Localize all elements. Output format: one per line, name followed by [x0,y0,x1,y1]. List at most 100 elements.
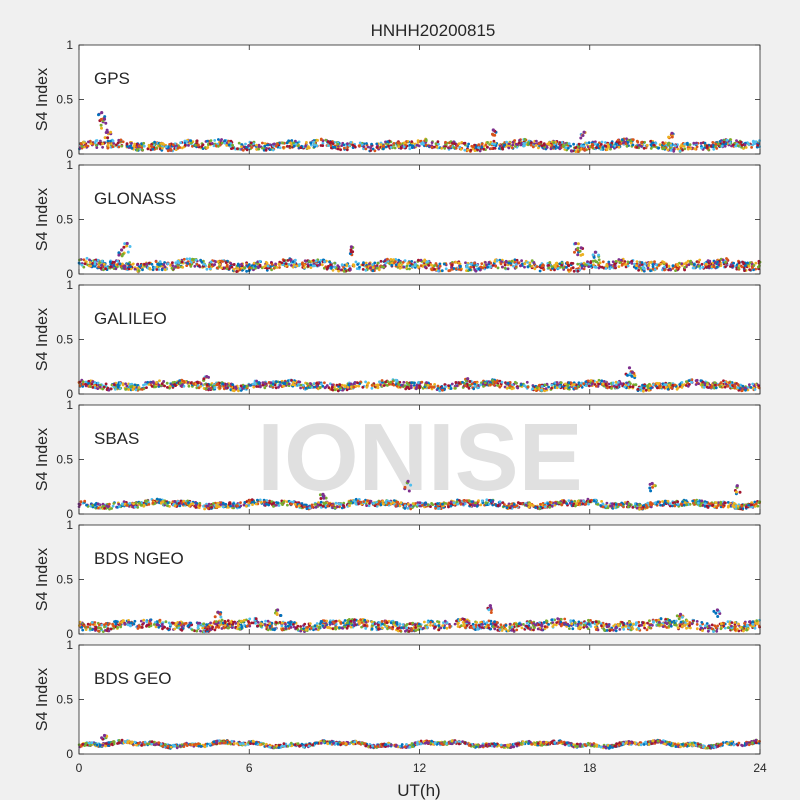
data-point [569,144,572,148]
data-point [701,265,705,269]
plot-area-galileo [79,285,760,394]
data-point [740,389,744,392]
data-point [408,147,412,151]
data-point [753,142,756,146]
data-point [148,266,152,270]
data-point [394,378,398,382]
data-point [306,145,310,149]
data-point [380,379,384,382]
data-point [147,261,151,265]
data-point [282,259,286,262]
data-point [121,383,125,387]
data-point [468,268,472,272]
data-point [150,144,153,148]
data-point [435,145,439,149]
data-point [127,388,130,391]
data-point [678,149,682,153]
data-point-spike [126,250,130,254]
data-point [713,381,717,385]
data-point [526,385,530,389]
data-point [510,259,514,263]
data-point-spike [626,373,629,377]
data-point [362,145,366,149]
data-point [345,263,349,266]
data-point [737,144,740,148]
data-point [255,143,258,147]
data-point [423,259,426,263]
data-point [721,258,725,262]
data-point-peak [100,111,104,115]
data-point [106,139,110,143]
data-point [601,382,605,386]
data-point [680,386,684,389]
data-point [519,383,523,387]
data-point [85,256,89,260]
data-point [349,385,353,389]
data-point [727,381,731,385]
data-point [490,147,493,151]
data-point [493,260,497,263]
data-point [289,141,293,145]
data-point [333,145,337,149]
data-point [154,260,158,263]
data-point [162,380,166,383]
data-point [250,146,254,149]
data-point [646,386,650,389]
data-point [614,260,618,263]
data-point [232,267,236,271]
y-tick-label: 0.5 [56,333,73,347]
data-point [240,262,244,266]
data-point [537,146,540,150]
data-point [114,267,118,271]
data-point [720,144,724,148]
data-point [337,269,340,273]
data-point [245,269,249,273]
data-point [301,264,305,267]
data-point [631,143,635,147]
data-point [286,503,289,507]
data-point-peak [349,245,353,249]
data-point [511,143,515,147]
data-point [652,143,656,147]
panel-label-galileo: GALILEO [94,309,167,328]
data-point-spike [97,113,100,117]
data-point [491,379,494,382]
data-point [112,502,116,505]
data-point [181,265,185,269]
data-point [358,141,362,145]
data-point [278,381,282,384]
data-point [111,145,115,149]
data-point [284,262,288,265]
data-point [589,261,593,264]
data-point [242,385,246,388]
data-point [129,265,132,268]
data-point [393,146,397,150]
data-point [236,147,239,151]
data-point [333,261,336,265]
data-point [594,384,598,388]
data-point [297,383,300,386]
data-point-spike [491,133,495,137]
data-point [636,387,640,391]
data-point [705,146,709,149]
data-point [492,139,496,143]
data-point [345,148,349,152]
data-point [213,139,217,142]
data-point [436,387,440,390]
data-point [331,142,335,146]
data-point [417,144,421,148]
data-point [569,149,573,153]
data-point [89,264,92,268]
data-point [197,386,201,390]
data-point [667,264,671,268]
data-point [166,262,170,266]
data-point [119,382,122,385]
data-point [565,266,568,269]
data-point [463,148,467,152]
data-point [265,261,269,265]
data-point [737,264,741,268]
data-point [201,143,205,147]
data-point [324,138,328,142]
data-point [494,264,498,268]
data-point [371,147,375,151]
